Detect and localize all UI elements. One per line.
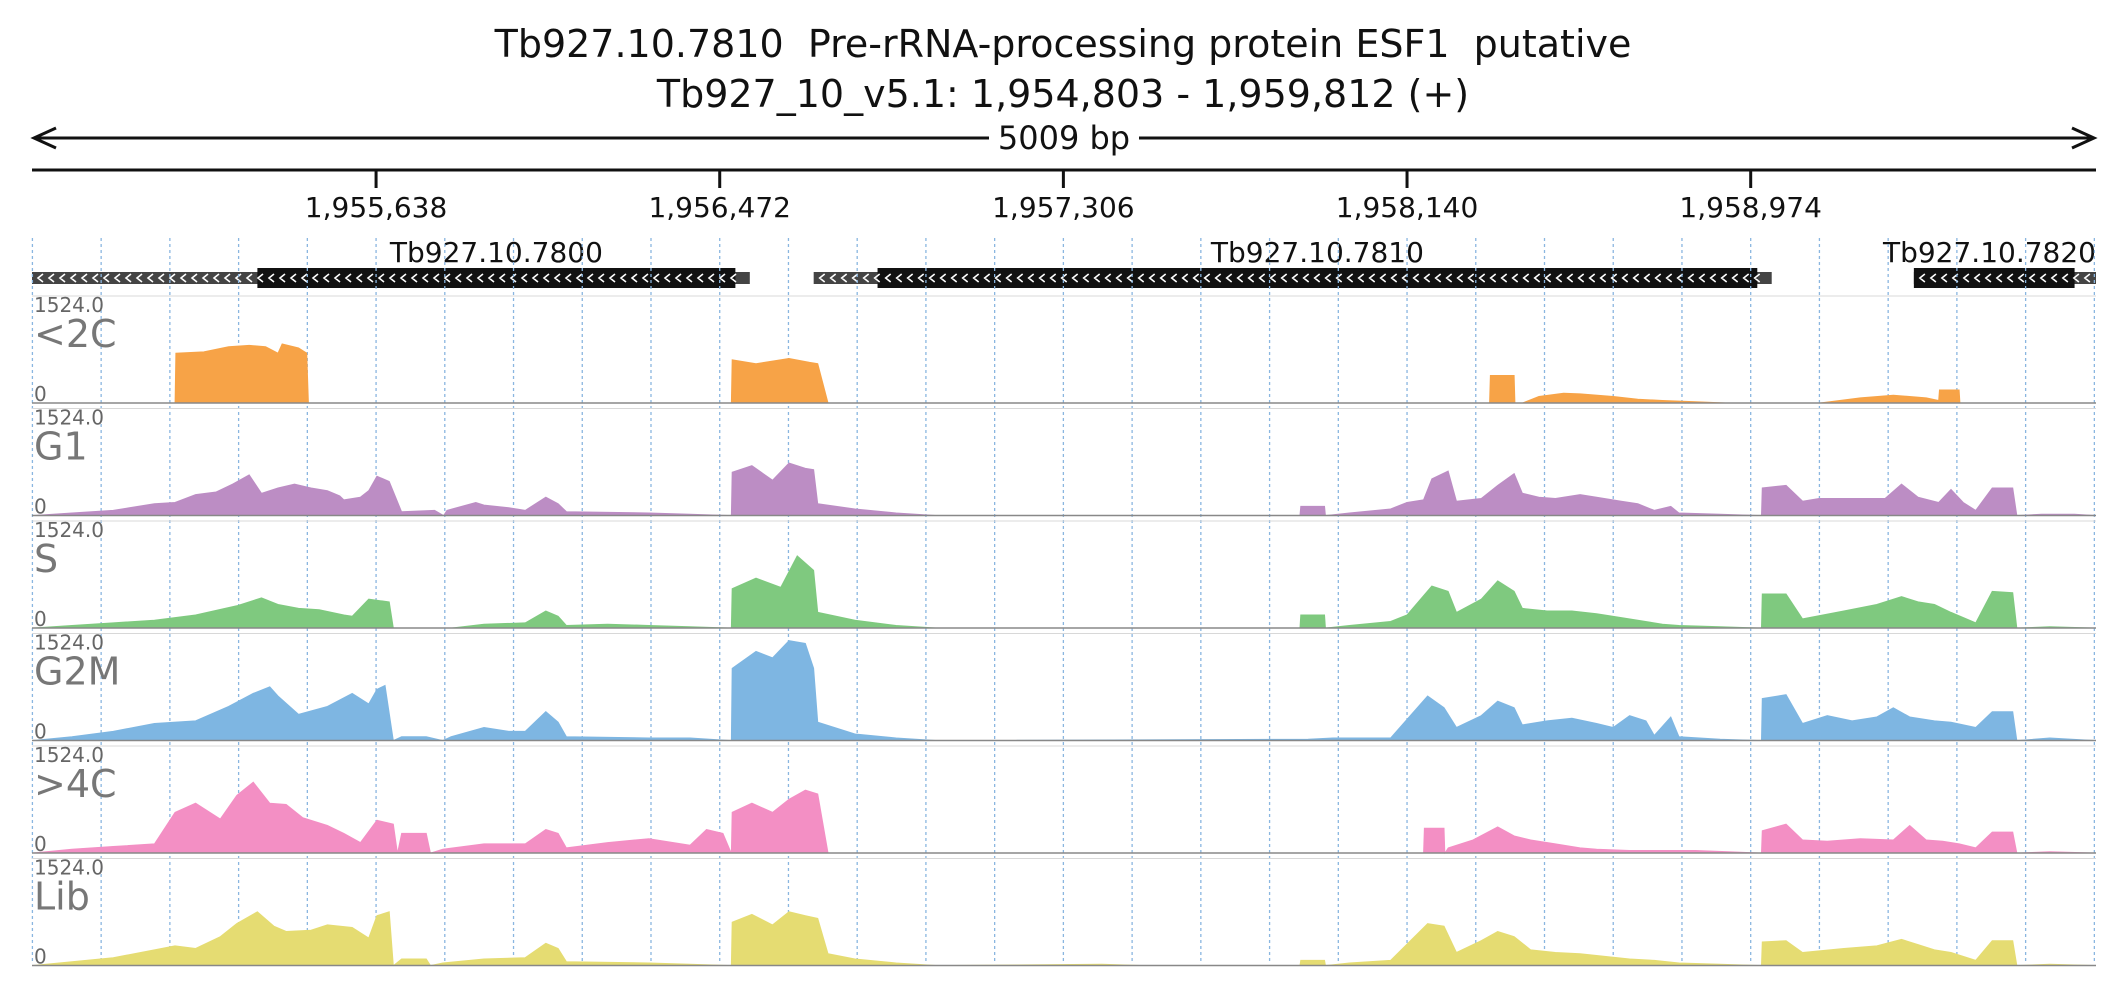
track-ymin-label-4: 0 [34, 832, 47, 856]
gene-cds-2 [1913, 268, 2075, 288]
track-ymax-label-5: 1524.0 [34, 856, 104, 880]
coverage-area-2 [31, 555, 2097, 629]
axis-tick-label-1: 1,956,472 [648, 191, 791, 224]
coverage-area-4 [31, 781, 2097, 855]
gene-cds-0 [257, 268, 736, 288]
track-ymin-label-2: 0 [34, 607, 47, 631]
track-name-2: S [34, 537, 58, 581]
gene-strand-chevrons-1 [818, 273, 1761, 283]
span-arrow-right [2071, 126, 2098, 150]
track-ymin-label-0: 0 [34, 382, 47, 406]
coverage-area-0 [32, 343, 2096, 404]
track-name-3: G2M [34, 650, 120, 694]
axis-tick-label-0: 1,955,638 [305, 191, 448, 224]
span-arrow-left [30, 126, 57, 150]
gene-label-1: Tb927.10.7810 [1210, 236, 1424, 269]
span-label: 5009 bp [998, 119, 1130, 157]
span-label-bg [989, 118, 1139, 158]
gene-strand-chevrons-0 [36, 273, 737, 283]
track-ymin-label-3: 0 [34, 720, 47, 744]
track-name-4: >4C [34, 762, 117, 806]
coverage-area-5 [31, 911, 2097, 967]
axis-tick-label-4: 1,958,974 [1679, 191, 1822, 224]
track-ymax-label-2: 1524.0 [34, 518, 104, 542]
coverage-area-1 [31, 462, 2097, 517]
track-name-0: <2C [34, 312, 117, 356]
gene-strand-chevrons-2 [1918, 273, 2091, 283]
track-name-5: Lib [34, 875, 90, 919]
track-ymax-label-3: 1524.0 [34, 631, 104, 655]
axis-tick-label-3: 1,958,140 [1336, 191, 1479, 224]
chart-title-locus: Tb927_10_v5.1: 1,954,803 - 1,959,812 (+) [656, 72, 1470, 116]
gene-cds-1 [877, 268, 1758, 288]
track-ymax-label-4: 1524.0 [34, 743, 104, 767]
chart-title-gene: Tb927.10.7810 Pre-rRNA-processing protei… [494, 22, 1632, 66]
track-name-1: G1 [34, 425, 88, 469]
track-ymin-label-5: 0 [34, 945, 47, 969]
axis-tick-label-2: 1,957,306 [992, 191, 1135, 224]
gene-label-0: Tb927.10.7800 [389, 236, 603, 269]
gene-label-2: Tb927.10.7820 [1882, 236, 2096, 269]
track-ymax-label-1: 1524.0 [34, 406, 104, 430]
track-ymax-label-0: 1524.0 [34, 293, 104, 317]
track-ymin-label-1: 0 [34, 495, 47, 519]
